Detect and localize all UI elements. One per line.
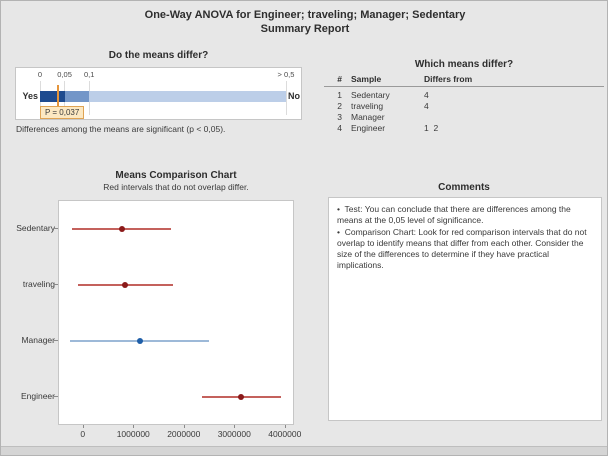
gauge-tick-label: 0,1 bbox=[83, 70, 95, 79]
category-label: traveling bbox=[22, 279, 55, 289]
gauge-segment bbox=[40, 91, 65, 102]
comments-header: Comments bbox=[438, 182, 490, 193]
table-row: 2 traveling 4 bbox=[324, 101, 604, 112]
category-tick bbox=[54, 396, 58, 397]
table-row: 3 Manager bbox=[324, 112, 604, 123]
comparison-plot bbox=[58, 200, 294, 425]
column-header-differs: Differs from bbox=[424, 74, 473, 84]
gauge-no-label: No bbox=[288, 91, 300, 101]
comments-box: • Test: You can conclude that there are … bbox=[328, 197, 602, 421]
p-value-marker-icon bbox=[57, 85, 60, 108]
x-axis-tick bbox=[82, 425, 84, 428]
category-label: Manager bbox=[21, 335, 55, 345]
row-num: 2 bbox=[337, 101, 342, 111]
p-value-annotation: P = 0,037 bbox=[40, 106, 85, 119]
row-num: 4 bbox=[337, 123, 342, 133]
row-sample: Engineer bbox=[351, 123, 386, 133]
row-differs: 1 2 bbox=[424, 123, 439, 133]
diff-table-head: # Sample Differs from bbox=[324, 73, 604, 87]
interval-dot bbox=[137, 338, 144, 344]
comparison-chart-subtitle: Red intervals that do not overlap differ… bbox=[103, 182, 249, 192]
gauge-tick-label: 0 bbox=[37, 70, 43, 79]
gauge-segment bbox=[89, 91, 286, 102]
row-sample: Manager bbox=[351, 112, 385, 122]
page-title-line2: Summary Report bbox=[260, 23, 350, 35]
gauge-caption: Differences among the means are signific… bbox=[16, 124, 226, 134]
x-axis-tick bbox=[183, 425, 185, 428]
row-sample: traveling bbox=[351, 101, 384, 111]
x-axis-tick-label: 0 bbox=[80, 429, 86, 439]
comment-item: • Test: You can conclude that there are … bbox=[337, 204, 571, 225]
x-axis-tick-label: 4000000 bbox=[268, 429, 302, 439]
row-num: 3 bbox=[337, 112, 342, 122]
page-title-line1: One-Way ANOVA for Engineer; traveling; M… bbox=[144, 9, 466, 21]
diff-table-header: Which means differ? bbox=[414, 59, 514, 70]
table-row: 1 Sedentary 4 bbox=[324, 90, 604, 101]
interval-dot bbox=[118, 226, 125, 232]
table-row: 4 Engineer 1 2 bbox=[324, 123, 604, 134]
category-label: Engineer bbox=[20, 391, 55, 401]
row-num: 1 bbox=[337, 90, 342, 100]
interval-dot bbox=[122, 282, 129, 288]
gauge-canvas: 0 0,05 0,1 > 0,5 bbox=[16, 68, 301, 119]
window-bottom-band bbox=[1, 446, 607, 455]
gauge-gridline bbox=[285, 81, 287, 115]
x-axis-tick bbox=[234, 425, 236, 428]
row-sample: Sedentary bbox=[351, 90, 390, 100]
p-gauge-panel: 0 0,05 0,1 > 0,5 Yes No P = 0,037 bbox=[15, 67, 302, 120]
column-header-sample: Sample bbox=[351, 74, 382, 84]
gauge-segment bbox=[64, 91, 90, 102]
row-differs: 4 bbox=[424, 90, 429, 100]
interval-dot bbox=[238, 394, 245, 400]
comment-item: • Comparison Chart: Look for red compari… bbox=[337, 227, 587, 270]
diff-table: # Sample Differs from 1 Sedentary 4 2 travel… bbox=[324, 73, 604, 134]
diff-table-body: 1 Sedentary 4 2 traveling 4 3 Manager 4 Engineer 1… bbox=[324, 87, 604, 134]
category-tick bbox=[54, 284, 58, 285]
gauge-header: Do the means differ? bbox=[108, 50, 209, 61]
category-tick bbox=[54, 228, 58, 229]
gauge-tick-label: > 0,5 bbox=[277, 70, 295, 79]
page-title: One-Way ANOVA for Engineer; traveling; M… bbox=[1, 8, 607, 36]
gauge-yes-label: Yes bbox=[22, 91, 38, 101]
x-axis-tick bbox=[133, 425, 135, 428]
gauge-tick-label: 0,05 bbox=[57, 70, 72, 79]
row-differs: 4 bbox=[424, 101, 429, 111]
x-axis-tick-label: 3000000 bbox=[217, 429, 251, 439]
x-axis-tick bbox=[284, 425, 286, 428]
category-label: Sedentary bbox=[16, 223, 55, 233]
category-tick bbox=[54, 340, 58, 341]
comparison-chart-title: Means Comparison Chart bbox=[115, 170, 237, 181]
column-header-num: # bbox=[337, 74, 342, 84]
x-axis-tick-label: 1000000 bbox=[116, 429, 150, 439]
x-axis-tick-label: 2000000 bbox=[167, 429, 201, 439]
